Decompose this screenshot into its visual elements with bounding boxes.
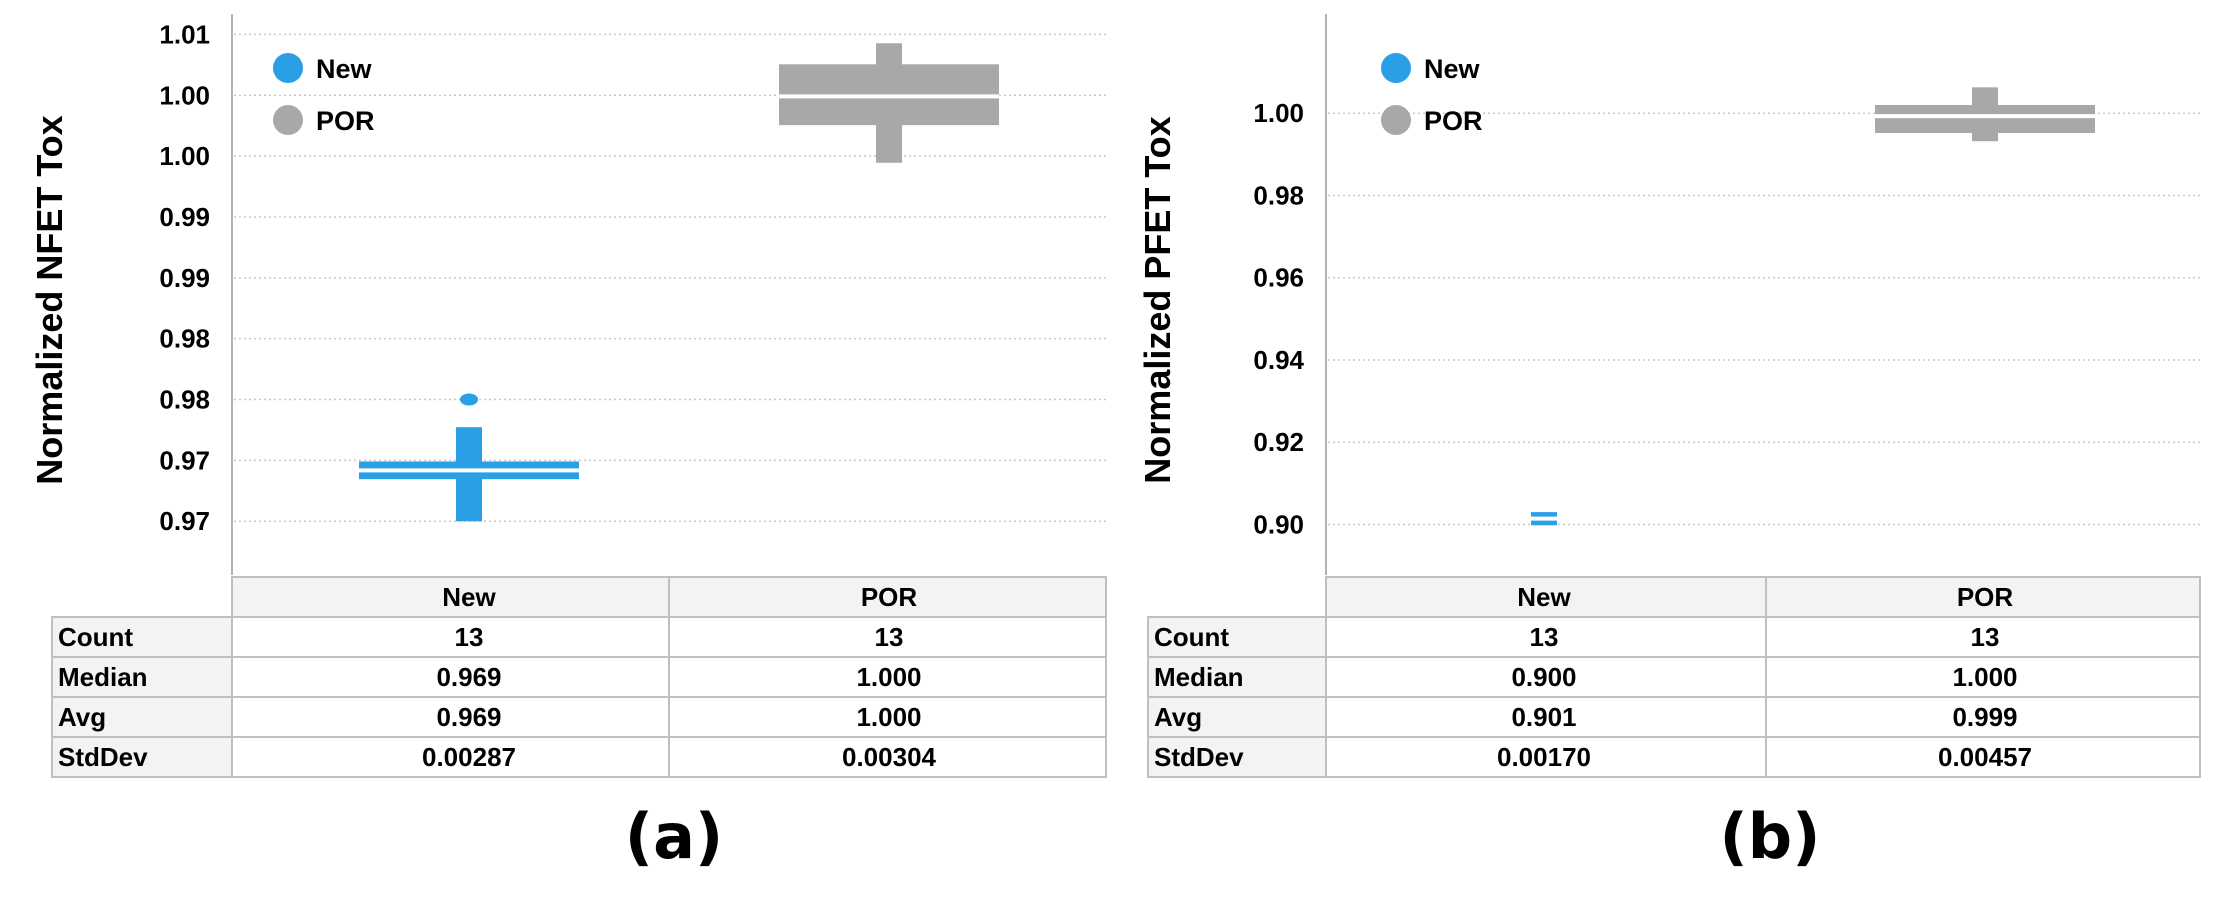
table-row-label: Avg (58, 702, 106, 732)
table-header-row (1325, 576, 2201, 618)
table-cell: 0.00287 (422, 742, 516, 772)
table-cell: 0.969 (436, 662, 501, 692)
legend-por-marker (273, 105, 303, 135)
legend-a: New POR (273, 53, 375, 136)
table-cell: 1.000 (1952, 662, 2017, 692)
legend-new-label: New (316, 54, 373, 84)
table-header-por: POR (1957, 582, 2014, 612)
box-por (779, 43, 999, 163)
y-tick-label: 0.90 (1253, 509, 1304, 539)
y-tick-label: 1.00 (159, 141, 210, 171)
table-cell: 13 (455, 622, 484, 652)
table-cell: 0.999 (1952, 702, 2017, 732)
box-new (359, 393, 579, 522)
table-row-label: Count (1154, 622, 1229, 652)
legend-por-marker (1381, 105, 1411, 135)
table-cell: 1.000 (856, 702, 921, 732)
y-tick-label: 0.98 (1253, 180, 1304, 210)
panel-label-b: (b) (1719, 800, 1820, 873)
outlier-point (460, 393, 478, 406)
table-row-label: Median (58, 662, 148, 692)
table-row-label: Avg (1154, 702, 1202, 732)
box-body (1875, 105, 2095, 133)
legend-new-marker (1381, 53, 1411, 83)
y-tick-label: 1.01 (159, 19, 210, 49)
box-new (1434, 512, 1654, 526)
panel-a: 0.97 0.97 0.98 0.98 0.99 0.99 1.00 1.00 1.01 New… (29, 14, 1107, 873)
table-cell: 0.00170 (1497, 742, 1591, 772)
table-cell: 0.00457 (1938, 742, 2032, 772)
legend-new-label: New (1424, 54, 1481, 84)
table-cell: 13 (875, 622, 904, 652)
legend-por-label: POR (316, 106, 375, 136)
table-row-label: Median (1154, 662, 1244, 692)
y-axis-label-b: Normalized PFET Tox (1137, 116, 1178, 483)
table-cell: 1.000 (856, 662, 921, 692)
table-header-new: New (1517, 582, 1571, 612)
y-tick-label: 0.96 (1253, 263, 1304, 293)
table-cell: 0.900 (1511, 662, 1576, 692)
table-row-label: Count (58, 622, 133, 652)
legend-por-label: POR (1424, 106, 1483, 136)
table-cell: 0.969 (436, 702, 501, 732)
legend-new-marker (273, 53, 303, 83)
y-tick-label: 0.98 (159, 324, 210, 354)
table-cell: 13 (1971, 622, 2000, 652)
y-tick-label: 0.94 (1253, 345, 1304, 375)
y-tick-label: 1.00 (159, 80, 210, 110)
table-row-label: StdDev (58, 742, 148, 772)
panel-b: 0.90 0.92 0.94 0.96 0.98 1.00 New POR Normali… (1137, 14, 2201, 873)
table-row-label: StdDev (1154, 742, 1244, 772)
table-header-new: New (442, 582, 496, 612)
table-cell: 0.00304 (842, 742, 937, 772)
table-header-por: POR (861, 582, 918, 612)
panel-label-a: (a) (625, 800, 724, 873)
y-tick-label: 0.98 (159, 385, 210, 415)
y-tick-label: 0.97 (159, 445, 210, 475)
table-cell: 0.901 (1511, 702, 1576, 732)
legend-b: New POR (1381, 53, 1483, 136)
y-tick-label: 0.97 (159, 506, 210, 536)
y-tick-label: 1.00 (1253, 98, 1304, 128)
y-tick-label: 0.92 (1253, 427, 1304, 457)
y-tick-label: 0.99 (159, 202, 210, 232)
box-por (1875, 87, 2095, 142)
y-axis-label-a: Normalized NFET Tox (29, 115, 70, 484)
table-cell: 13 (1530, 622, 1559, 652)
y-tick-label: 0.99 (159, 263, 210, 293)
